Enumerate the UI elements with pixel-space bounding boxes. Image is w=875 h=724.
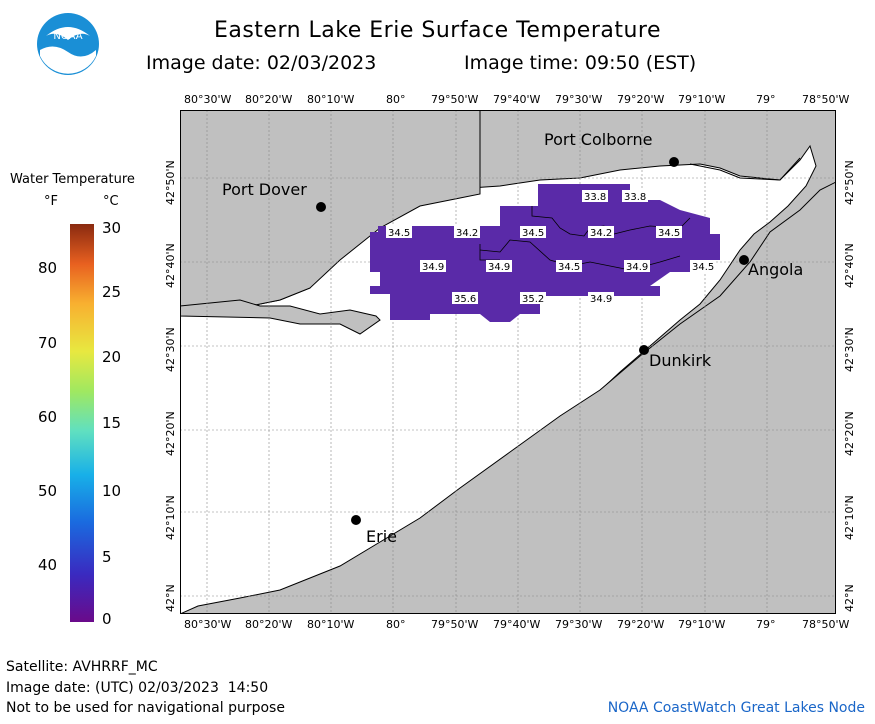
satellite-info: Satellite: AVHRRF_MC bbox=[6, 659, 158, 675]
lon-label: 80° bbox=[386, 618, 406, 631]
temperature-labels: 33.8 33.8 34.5 34.2 34.5 34.2 34.5 34.9 … bbox=[386, 190, 716, 305]
f-tick: 40 bbox=[38, 556, 58, 574]
lon-label: 79° bbox=[756, 618, 776, 631]
c-tick: 25 bbox=[102, 283, 122, 301]
lon-label: 79°10'W bbox=[678, 93, 726, 106]
lon-label: 79° bbox=[756, 93, 776, 106]
north-shore-line bbox=[689, 157, 801, 181]
unit-fahrenheit: °F bbox=[44, 194, 58, 209]
lat-label: 42°10'N bbox=[843, 495, 856, 540]
c-tick: 5 bbox=[102, 548, 112, 566]
credit-link[interactable]: NOAA CoastWatch Great Lakes Node bbox=[607, 700, 865, 716]
lat-label: 42°40'N bbox=[164, 243, 177, 288]
f-tick: 80 bbox=[38, 259, 58, 277]
page-title: Eastern Lake Erie Surface Temperature bbox=[213, 18, 662, 43]
graticule bbox=[180, 110, 836, 614]
temp-label: 34.5 bbox=[522, 228, 544, 239]
color-scale-bar bbox=[70, 224, 94, 622]
temp-label: 34.9 bbox=[590, 294, 612, 305]
lon-label: 79°30'W bbox=[555, 618, 603, 631]
temp-label: 34.5 bbox=[658, 228, 680, 239]
disclaimer: Not to be used for navigational purpose bbox=[6, 700, 285, 716]
f-tick: 50 bbox=[38, 482, 58, 500]
lon-label: 79°50'W bbox=[431, 93, 479, 106]
f-tick: 60 bbox=[38, 408, 58, 426]
lon-label: 80°10'W bbox=[307, 93, 355, 106]
temp-label: 34.2 bbox=[590, 228, 612, 239]
city-marker-dunkirk bbox=[639, 345, 649, 355]
temp-label: 34.5 bbox=[558, 262, 580, 273]
city-label-dunkirk: Dunkirk bbox=[649, 351, 712, 370]
city-label-port-dover: Port Dover bbox=[222, 180, 307, 199]
image-time: Image time: 09:50 (EST) bbox=[464, 52, 697, 74]
f-tick: 70 bbox=[38, 334, 58, 352]
lon-label: 78°50'W bbox=[802, 93, 850, 106]
map-frame bbox=[180, 110, 836, 614]
lon-label: 79°20'W bbox=[617, 93, 665, 106]
lat-label: 42°N bbox=[843, 584, 856, 612]
lon-label: 80° bbox=[386, 93, 406, 106]
temp-label: 35.6 bbox=[454, 294, 476, 305]
c-tick: 0 bbox=[102, 610, 112, 628]
temp-label: 34.9 bbox=[488, 262, 510, 273]
lat-label: 42°30'N bbox=[164, 327, 177, 372]
legend-title: Water Temperature bbox=[10, 172, 135, 187]
lon-label: 79°40'W bbox=[493, 618, 541, 631]
city-marker-erie bbox=[351, 515, 361, 525]
lat-label: 42°20'N bbox=[843, 411, 856, 456]
temp-label: 34.2 bbox=[456, 228, 478, 239]
temp-label: 33.8 bbox=[624, 192, 646, 203]
temp-label: 35.2 bbox=[522, 294, 544, 305]
city-marker-port-dover bbox=[316, 202, 326, 212]
lake-map: Port Colborne Port Dover Angola Dunkirk … bbox=[180, 110, 836, 614]
lon-label: 79°20'W bbox=[617, 618, 665, 631]
noaa-logo: NOAA bbox=[36, 12, 100, 76]
temperature-field bbox=[370, 184, 720, 322]
lon-label: 80°20'W bbox=[245, 93, 293, 106]
city-label-port-colborne: Port Colborne bbox=[544, 130, 652, 149]
temp-label: 33.8 bbox=[584, 192, 606, 203]
lon-label: 79°50'W bbox=[431, 618, 479, 631]
c-tick: 30 bbox=[102, 219, 122, 237]
long-point-spit bbox=[180, 299, 381, 335]
temp-label: 34.9 bbox=[422, 262, 444, 273]
lat-label: 42°40'N bbox=[843, 243, 856, 288]
lon-label: 80°30'W bbox=[184, 618, 232, 631]
lon-label: 80°20'W bbox=[245, 618, 293, 631]
lat-label: 42°50'N bbox=[843, 160, 856, 205]
temp-label: 34.5 bbox=[692, 262, 714, 273]
image-date: Image date: 02/03/2023 bbox=[146, 52, 377, 74]
c-tick: 15 bbox=[102, 414, 122, 432]
temp-label: 34.5 bbox=[388, 228, 410, 239]
lon-label: 80°30'W bbox=[184, 93, 232, 106]
lat-label: 42°N bbox=[164, 584, 177, 612]
city-marker-angola bbox=[739, 255, 749, 265]
lat-label: 42°10'N bbox=[164, 495, 177, 540]
unit-celsius: °C bbox=[103, 194, 119, 209]
utc-date: Image date: (UTC) 02/03/2023 14:50 bbox=[6, 680, 269, 696]
logo-text: NOAA bbox=[53, 31, 82, 42]
lat-label: 42°20'N bbox=[164, 411, 177, 456]
temp-label: 34.9 bbox=[626, 262, 648, 273]
lon-label: 80°10'W bbox=[307, 618, 355, 631]
lon-label: 79°10'W bbox=[678, 618, 726, 631]
city-marker-port-colborne bbox=[669, 157, 679, 167]
long-point-land bbox=[180, 110, 481, 317]
lon-label: 79°40'W bbox=[493, 93, 541, 106]
city-label-erie: Erie bbox=[366, 527, 397, 546]
lat-label: 42°30'N bbox=[843, 327, 856, 372]
c-tick: 10 bbox=[102, 482, 122, 500]
c-tick: 20 bbox=[102, 348, 122, 366]
south-shore-land bbox=[180, 181, 836, 614]
lat-label: 42°50'N bbox=[164, 160, 177, 205]
lon-label: 79°30'W bbox=[555, 93, 603, 106]
lon-label: 78°50'W bbox=[802, 618, 850, 631]
city-label-angola: Angola bbox=[748, 260, 803, 279]
